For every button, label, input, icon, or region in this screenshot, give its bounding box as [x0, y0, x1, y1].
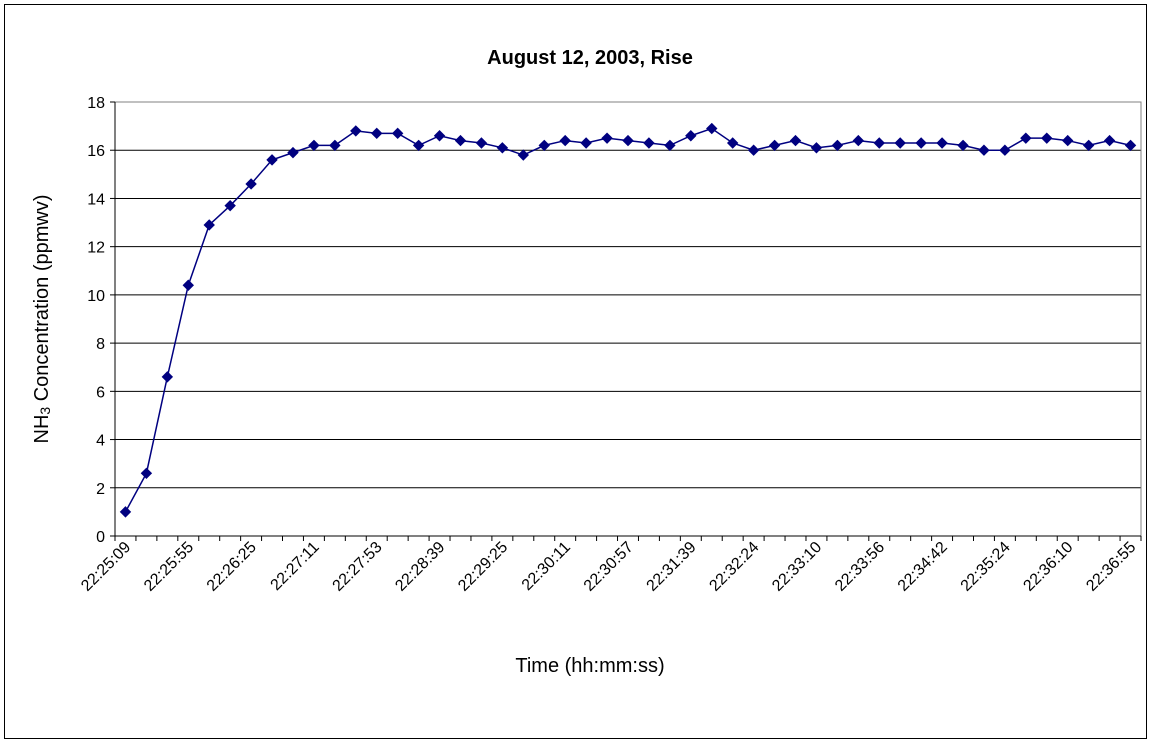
data-point — [685, 130, 697, 142]
data-point — [789, 134, 802, 147]
data-point — [538, 139, 550, 152]
data-point — [664, 139, 676, 152]
x-tick-label: 22:35:24 — [958, 539, 1014, 595]
data-point — [831, 139, 844, 152]
data-point — [915, 137, 927, 149]
x-tick-label: 22:25:55 — [141, 539, 197, 595]
x-tick-label: 22:32:24 — [706, 539, 762, 595]
x-tick-label: 22:33:56 — [832, 539, 888, 595]
x-tick-label: 22:33:10 — [769, 539, 825, 595]
data-point — [1103, 134, 1116, 147]
data-point — [308, 139, 320, 152]
data-point — [1041, 132, 1053, 144]
y-tick-label: 0 — [96, 529, 105, 546]
y-tick-label: 16 — [87, 143, 105, 160]
x-axis: 22:25:09 22:25:55 22:26:25 22:27:11 22:27:53… — [78, 535, 1142, 595]
x-tick-label: 22:29:25 — [455, 539, 511, 595]
y-tick-label: 6 — [96, 384, 105, 401]
x-tick-label: 22:36:55 — [1083, 539, 1139, 595]
data-point — [371, 127, 383, 140]
data-point — [1124, 139, 1137, 152]
y-axis-title-main: NH — [31, 415, 53, 444]
data-point — [266, 154, 278, 166]
data-point — [706, 122, 718, 135]
data-point — [329, 139, 341, 152]
data-point — [978, 144, 990, 156]
y-tick-label: 10 — [87, 288, 105, 305]
data-point — [643, 137, 655, 149]
x-tick-label: 22:27:53 — [330, 539, 386, 595]
data-point — [810, 142, 823, 154]
data-point — [496, 142, 509, 154]
y-tick-label: 4 — [96, 433, 105, 450]
y-tick-label: 18 — [87, 95, 105, 112]
y-axis-title-rest: Concentration (ppmwv) — [31, 195, 53, 407]
x-tick-label: 22:30:11 — [519, 539, 574, 594]
chart-title: August 12, 2003, Rise — [487, 47, 693, 69]
data-point — [224, 199, 236, 212]
data-point — [601, 132, 613, 144]
chart-frame — [4, 4, 1147, 739]
data-point — [726, 137, 739, 149]
data-point — [475, 137, 488, 149]
data-point — [1020, 132, 1032, 144]
y-tick-label: 2 — [96, 481, 105, 498]
y-tick-label: 12 — [87, 240, 105, 257]
data-point — [412, 139, 425, 152]
data-point — [245, 178, 257, 190]
x-tick-label: 22:28:39 — [392, 539, 448, 595]
y-axis: 0 2 4 6 8 10 12 14 16 18 — [87, 95, 116, 546]
data-point — [622, 134, 634, 147]
plot-area — [114, 101, 1142, 537]
data-point — [768, 139, 781, 152]
x-tick-label: 22:31:39 — [644, 539, 700, 595]
y-axis-title-sub: 3 — [37, 407, 53, 415]
data-point — [433, 130, 446, 142]
data-point — [999, 144, 1011, 156]
data-point — [182, 279, 194, 291]
data-point — [852, 134, 865, 147]
y-axis-title: NH3 Concentration (ppmwv) — [31, 195, 53, 444]
data-point — [350, 125, 362, 137]
x-tick-label: 22:34:42 — [895, 539, 951, 595]
data-point — [119, 506, 132, 518]
data-point — [747, 144, 760, 156]
series-nh3 — [119, 122, 1137, 518]
data-point — [140, 467, 153, 480]
data-point — [203, 219, 215, 231]
y-tick-label: 14 — [87, 191, 105, 208]
data-point — [391, 127, 404, 140]
x-tick-label: 22:27:11 — [268, 539, 323, 594]
data-point — [161, 371, 174, 383]
data-point — [454, 134, 467, 147]
x-tick-label: 22:26:25 — [204, 539, 260, 595]
data-point — [580, 137, 592, 149]
data-point — [1082, 139, 1095, 152]
x-tick-label: 22:30:57 — [581, 539, 637, 595]
data-point — [873, 137, 885, 149]
data-point — [1062, 134, 1074, 147]
x-tick-label: 22:36:10 — [1020, 539, 1076, 595]
y-tick-label: 8 — [96, 336, 105, 353]
series-line — [124, 127, 1131, 513]
data-point — [287, 146, 299, 159]
x-tick-label: 22:25:09 — [78, 539, 134, 595]
data-point — [957, 139, 969, 152]
data-point — [894, 137, 906, 149]
data-point — [559, 134, 571, 147]
x-axis-title: Time (hh:mm:ss) — [515, 655, 664, 677]
data-point — [936, 137, 948, 149]
data-point — [517, 149, 530, 161]
